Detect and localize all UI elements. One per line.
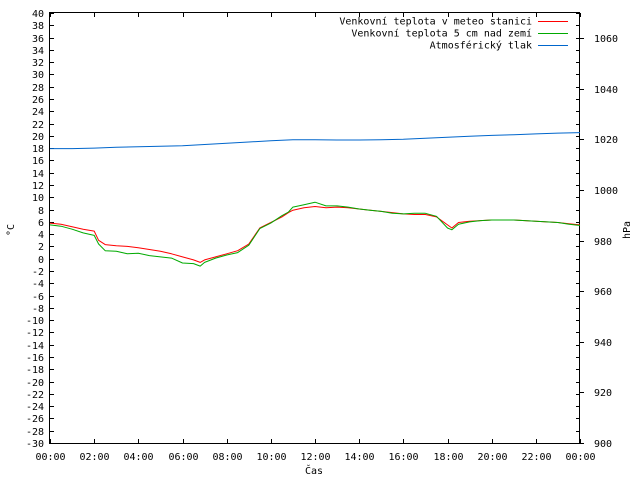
x-tick-label: 06:00 [168, 452, 198, 463]
x-tick-label: 10:00 [256, 452, 286, 463]
legend: Venkovní teplota v meteo staniciVenkovní… [339, 16, 568, 52]
y-left-tick-label: 28 [32, 83, 44, 94]
x-tick-label: 00:00 [565, 452, 595, 463]
y-left-tick-label: 24 [32, 107, 44, 118]
y-left-tick-label: 16 [32, 156, 44, 167]
x-tick-label: 20:00 [477, 452, 507, 463]
x-tick-label: 16:00 [388, 452, 418, 463]
y-left-tick-label: 32 [32, 58, 44, 69]
y-left-tick-label: 2 [38, 242, 44, 253]
x-tick-label: 04:00 [123, 452, 153, 463]
legend-label: Atmosférický tlak [430, 40, 532, 52]
y-left-tick-label: -6 [32, 292, 44, 303]
y-left-tick-label: -14 [26, 341, 44, 352]
y-left-tick-label: -12 [26, 328, 44, 339]
left-axis: 4038363432302826242220181614121086420-2-… [26, 9, 580, 450]
y-left-tick-label: 22 [32, 120, 44, 131]
x-tick-label: 18:00 [433, 452, 463, 463]
x-tick-label: 08:00 [212, 452, 242, 463]
right-axis: 1060 1040 1020 1000 980 960 940 920 900 [580, 34, 618, 450]
plot-frame [49, 12, 580, 444]
y-right-axis-label: hPa [622, 221, 633, 239]
x-tick-label: 00:00 [35, 452, 65, 463]
y-right-tick-label: 940 [594, 338, 612, 349]
x-axis: 00:00 02:00 04:00 06:00 08:00 10:00 12:00 14:00… [35, 13, 596, 463]
y-left-tick-label: -4 [32, 279, 44, 290]
y-right-tick-label: 1000 [594, 186, 618, 197]
y-left-tick-label: -26 [26, 414, 44, 425]
series-layer [49, 132, 581, 267]
y-right-tick-label: 1040 [594, 85, 618, 96]
x-axis-label: Čas [305, 464, 323, 477]
y-right-tick-label: 1060 [594, 34, 618, 45]
y-left-tick-label: -24 [26, 402, 44, 413]
y-left-tick-label: -2 [32, 267, 44, 278]
y-left-tick-label: -22 [26, 390, 44, 401]
legend-label: Venkovní teplota 5 cm nad zemí [351, 28, 532, 40]
y-left-tick-label: 26 [32, 95, 44, 106]
y-left-tick-label: 4 [38, 230, 44, 241]
y-left-tick-label: 20 [32, 132, 44, 143]
series-line-2 [50, 132, 581, 150]
y-left-tick-label: 14 [32, 169, 44, 180]
y-left-tick-label: -20 [26, 378, 44, 389]
y-right-tick-label: 960 [594, 287, 612, 298]
y-left-tick-label: 8 [38, 206, 44, 217]
y-left-tick-label: -16 [26, 353, 44, 364]
y-left-tick-label: -8 [32, 304, 44, 315]
y-left-tick-label: 12 [32, 181, 44, 192]
legend-label: Venkovní teplota v meteo stanici [339, 16, 532, 28]
y-left-tick-label: 38 [32, 21, 44, 32]
x-tick-label: 14:00 [344, 452, 374, 463]
y-left-tick-label: 36 [32, 34, 44, 45]
y-left-tick-label: 10 [32, 193, 44, 204]
y-left-tick-label: 0 [38, 255, 44, 266]
y-left-tick-label: 6 [38, 218, 44, 229]
y-left-tick-label: -30 [26, 439, 44, 450]
x-tick-label: 22:00 [521, 452, 551, 463]
y-left-tick-label: -28 [26, 427, 44, 438]
y-right-tick-label: 920 [594, 388, 612, 399]
y-left-tick-label: 30 [32, 70, 44, 81]
y-right-tick-label: 980 [594, 237, 612, 248]
y-left-axis-label: °C [6, 224, 17, 236]
x-tick-label: 02:00 [79, 452, 109, 463]
y-left-tick-label: -10 [26, 316, 44, 327]
y-left-tick-label: 18 [32, 144, 44, 155]
y-left-tick-label: -18 [26, 365, 44, 376]
y-right-tick-label: 1020 [594, 135, 618, 146]
y-left-tick-label: 34 [32, 46, 44, 57]
y-left-tick-label: 40 [32, 9, 44, 20]
y-right-tick-label: 900 [594, 439, 612, 450]
x-tick-label: 12:00 [300, 452, 330, 463]
series-line-1 [49, 201, 581, 267]
